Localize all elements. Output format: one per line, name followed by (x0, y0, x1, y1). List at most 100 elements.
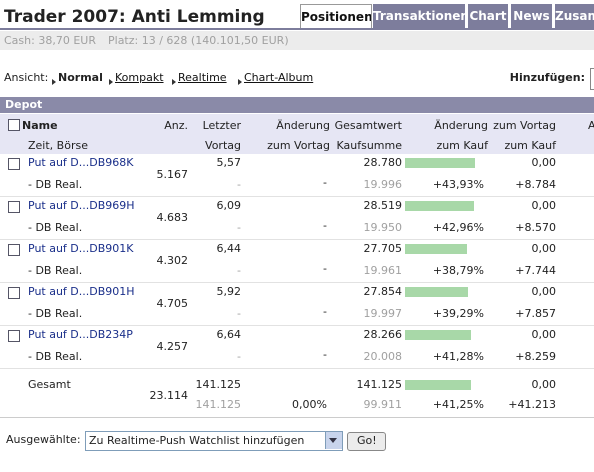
go-label: Go! (357, 434, 377, 447)
tab[interactable]: Zusamm (555, 4, 594, 28)
pl-day: 0,00 (531, 378, 557, 391)
checkbox[interactable] (8, 201, 20, 213)
pl-buy: +8.259 (515, 350, 556, 363)
change-bar (405, 201, 474, 211)
column-header: Änderung (276, 119, 330, 132)
change-bar (405, 287, 468, 297)
add-label: Hinzufügen: (509, 71, 585, 84)
select[interactable]: Zu Realtime-Push Watchlist hinzufügen (85, 431, 343, 451)
exchange: - DB Real. (28, 264, 83, 277)
depot-title: Depot (5, 98, 43, 111)
change-bar (405, 244, 468, 254)
checkbox[interactable] (8, 287, 20, 299)
tab[interactable]: Chart (468, 4, 508, 28)
cost: 19.950 (363, 221, 403, 234)
change-bar (405, 158, 476, 168)
position-name[interactable]: Put auf D...DB901K (28, 242, 134, 255)
view-link[interactable]: Realtime (178, 71, 227, 84)
tab[interactable]: Transaktionen (373, 4, 465, 28)
change-day: - (323, 262, 327, 275)
go-button[interactable]: Go! (347, 432, 386, 451)
exchange: - DB Real. (28, 221, 83, 234)
view-link[interactable]: Normal (58, 71, 103, 84)
add-input (590, 68, 594, 90)
arrow-icon (238, 79, 242, 85)
column-header: Vortag (205, 139, 241, 152)
last-price: 5,92 (216, 285, 242, 298)
checkbox[interactable] (8, 244, 20, 256)
view-label: Ansicht: (4, 71, 49, 84)
last-price: 6,44 (216, 242, 242, 255)
change-buy: +38,79% (432, 264, 484, 277)
exchange: - DB Real. (28, 178, 83, 191)
dropdown-icon (329, 438, 337, 443)
table-bottom (0, 417, 594, 418)
view-link[interactable]: Kompakt (115, 71, 164, 84)
exchange: - DB Real. (28, 307, 83, 320)
change-buy: +39,29% (432, 307, 484, 320)
change-day: - (323, 348, 327, 361)
column-header: zum Kauf (504, 139, 556, 152)
select-text: Zu Realtime-Push Watchlist hinzufügen (89, 434, 305, 447)
prev-price: 141.125 (195, 398, 242, 411)
prev-price: - (237, 221, 241, 234)
change-buy: +43,93% (432, 178, 484, 191)
column-header: Kaufsumme (336, 139, 402, 152)
total-value: 141.125 (356, 378, 403, 391)
position-name[interactable]: Put auf D...DB969H (28, 199, 135, 212)
rank: Platz: 13 / 628 (140.101,50 EUR) (108, 34, 289, 47)
depot-bar (0, 97, 594, 113)
prev-price: - (237, 307, 241, 320)
cost: 20.008 (363, 350, 403, 363)
position-name[interactable]: Put auf D...DB968K (28, 156, 134, 169)
last-price: 141.125 (195, 378, 242, 391)
prev-price: - (237, 264, 241, 277)
total-value: 28.519 (363, 199, 403, 212)
last-price: 5,57 (216, 156, 242, 169)
change-day: - (323, 176, 327, 189)
cost: 99.911 (363, 398, 403, 411)
total-value: 27.705 (363, 242, 403, 255)
change-bar (405, 380, 471, 390)
quantity: 4.683 (156, 211, 189, 224)
column-header: Name (22, 119, 58, 132)
checkbox[interactable] (8, 119, 20, 131)
cost: 19.996 (363, 178, 403, 191)
header-rule (0, 28, 594, 30)
pl-day: 0,00 (531, 199, 557, 212)
checkbox[interactable] (8, 330, 20, 342)
pl-day: 0,00 (531, 285, 557, 298)
selected-label: Ausgewählte: (6, 433, 81, 446)
quantity: 4.302 (156, 254, 189, 267)
tab[interactable]: Positionen (300, 4, 372, 28)
change-buy: +41,28% (432, 350, 484, 363)
total-value: 27.854 (363, 285, 403, 298)
pl-buy: +8.570 (515, 221, 556, 234)
pl-buy: +8.784 (515, 178, 556, 191)
pl-day: 0,00 (531, 328, 557, 341)
change-day: - (323, 305, 327, 318)
column-header: zum Vortag (267, 139, 330, 152)
cost: 19.961 (363, 264, 403, 277)
quantity: 4.705 (156, 297, 189, 310)
position-name[interactable]: Put auf D...DB234P (28, 328, 133, 341)
column-header: Anz. (164, 119, 188, 132)
pl-buy: +7.744 (515, 264, 556, 277)
view-link[interactable]: Chart-Album (244, 71, 314, 84)
exchange: - DB Real. (28, 350, 83, 363)
position-name[interactable]: Put auf D...DB901H (28, 285, 135, 298)
change-buy: +41,25% (432, 398, 484, 411)
row-divider (0, 239, 594, 240)
column-header: zum Vortag (493, 119, 556, 132)
quantity: 23.114 (149, 389, 189, 402)
quantity: 5.167 (156, 168, 189, 181)
checkbox[interactable] (8, 158, 20, 170)
column-header: Änderung (434, 119, 488, 132)
prev-price: - (237, 350, 241, 363)
tab[interactable]: News (511, 4, 552, 28)
change-day: - (323, 219, 327, 232)
column-header: Letzter (202, 119, 241, 132)
row-divider (0, 196, 594, 197)
row-divider (0, 282, 594, 283)
change-bar (405, 330, 472, 340)
